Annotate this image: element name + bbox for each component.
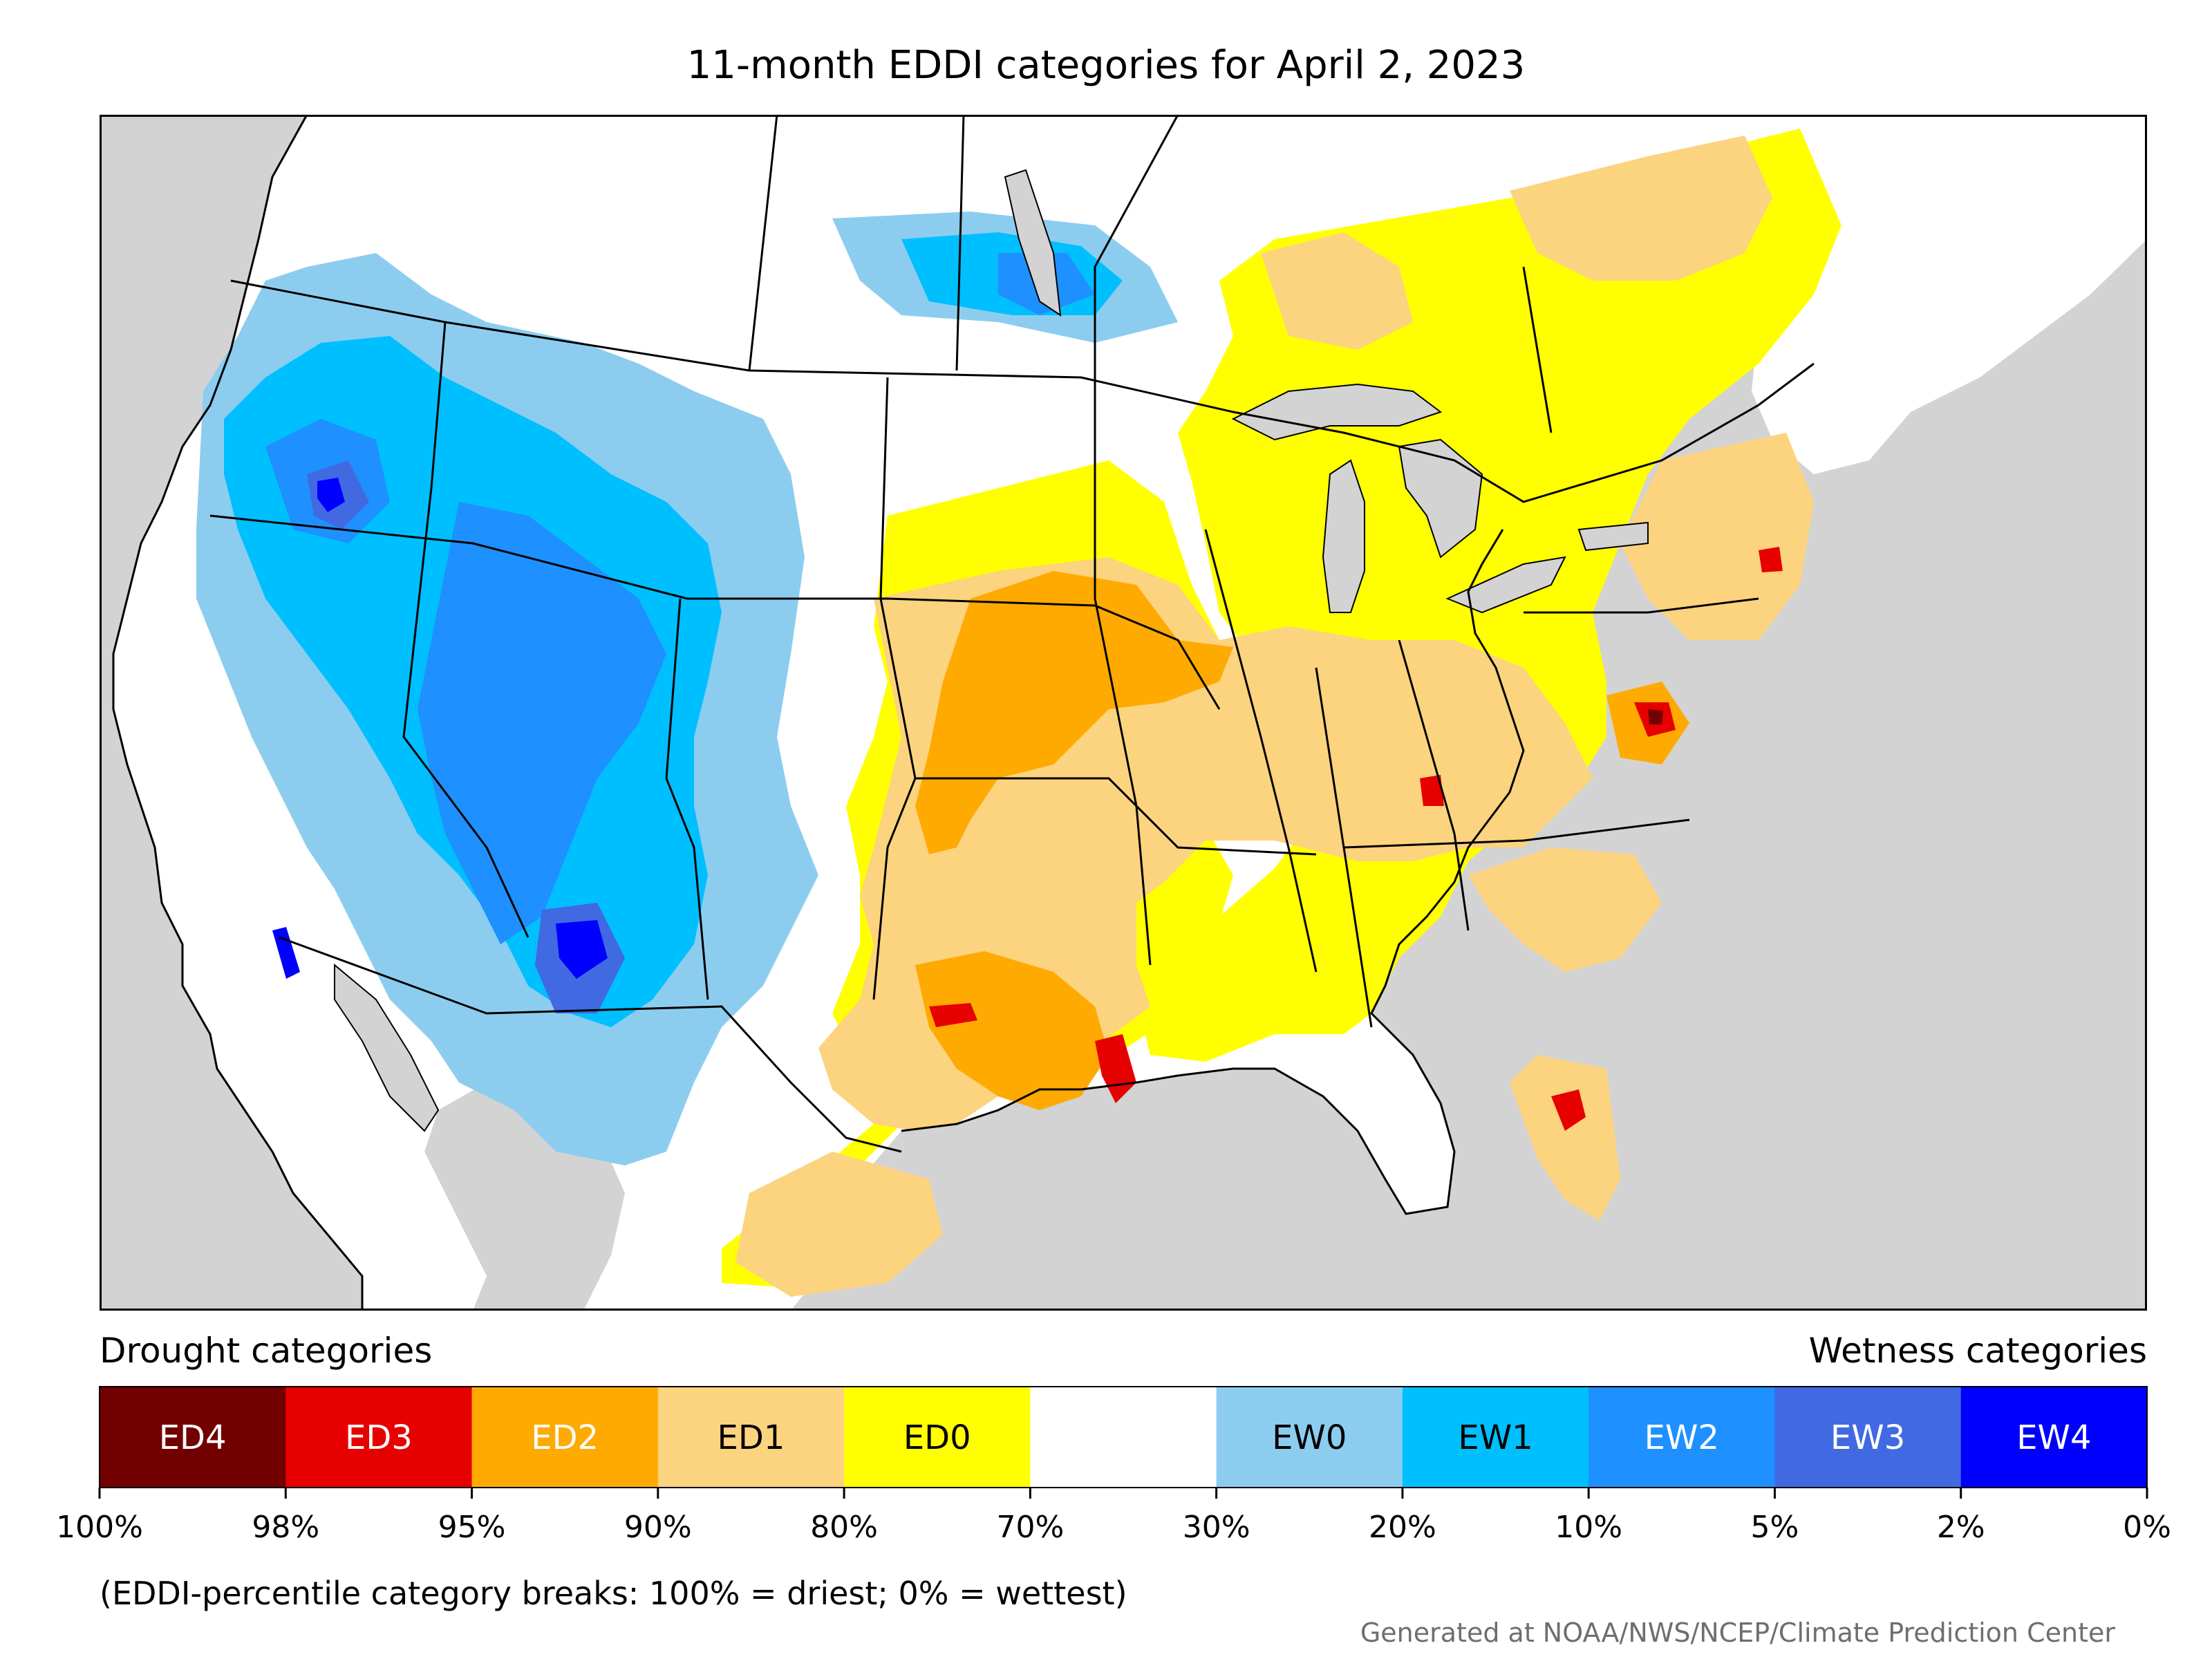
legend-label-ew2: EW2 xyxy=(1644,1418,1719,1457)
state-line-1 xyxy=(430,321,447,489)
region-ed1-quebec xyxy=(1510,135,1772,281)
lake-michigan xyxy=(1322,459,1365,613)
state-line-2 xyxy=(209,514,888,600)
legend-break-label: 98% xyxy=(252,1510,319,1545)
region-ew4-baja xyxy=(272,927,300,979)
legend-label-ew1: EW1 xyxy=(1458,1418,1533,1457)
legend-swatch-ew4 xyxy=(1960,1387,2148,1488)
wetness-categories-heading: Wetness categories xyxy=(1808,1331,2147,1371)
legend-label-ed4: ED4 xyxy=(159,1418,227,1457)
drought-categories-heading: Drought categories xyxy=(100,1331,433,1371)
legend-swatch-ed4 xyxy=(100,1387,286,1488)
legend-break-label: 70% xyxy=(996,1510,1064,1545)
legend-break-label: 10% xyxy=(1555,1510,1622,1545)
legend-label-ew3: EW3 xyxy=(1830,1418,1905,1457)
region-ew4-oregon xyxy=(317,478,345,512)
category-shading xyxy=(196,129,1841,1297)
province-line-4 xyxy=(1522,266,1553,433)
region-ew4-arizona xyxy=(556,920,608,979)
percentile-note: (EDDI-percentile category breaks: 100% =… xyxy=(100,1575,1127,1612)
legend-break-label: 20% xyxy=(1369,1510,1436,1545)
legend-swatch-ed3 xyxy=(285,1387,473,1488)
state-line-3 xyxy=(402,487,529,938)
region-ed2-texas xyxy=(915,951,1109,1110)
great-lakes xyxy=(1004,169,1649,614)
lake-winnipeg xyxy=(1004,169,1062,317)
legend-label-ed3: ED3 xyxy=(345,1418,413,1457)
province-line-2 xyxy=(955,115,965,371)
legend-break-label: 0% xyxy=(2123,1510,2171,1545)
legend-swatch-ew0 xyxy=(1216,1387,1403,1488)
legend-swatch-neutral xyxy=(1030,1387,1217,1488)
region-ed3-texas-west xyxy=(929,1003,977,1027)
legend-label-ed0: ED0 xyxy=(903,1418,971,1457)
legend-boxes: ED4 ED3 ED2 ED1 ED0 EW0 EW1 EW2 EW3 EW4 xyxy=(99,1386,2148,1488)
state-line-9 xyxy=(1204,529,1318,973)
province-line-1 xyxy=(748,115,778,371)
land-canada-east xyxy=(1752,115,2147,474)
legend-break-label: 80% xyxy=(810,1510,878,1545)
region-ed1-southeast xyxy=(1468,847,1662,972)
legend-swatch-ed2 xyxy=(471,1387,659,1488)
province-line-3 xyxy=(1094,115,1179,377)
region-ed2-plains xyxy=(915,571,1233,854)
legend-break-label: 30% xyxy=(1183,1510,1250,1545)
eddi-map xyxy=(100,115,2147,1311)
region-ed3-mass xyxy=(1759,547,1783,572)
legend-swatch-ed1 xyxy=(657,1387,845,1488)
legend-swatch-ed0 xyxy=(844,1387,1031,1488)
legend-label-ew4: EW4 xyxy=(2016,1418,2091,1457)
coastline-gulf xyxy=(901,529,1525,1215)
region-ed3-kentucky xyxy=(1420,775,1444,806)
region-ew2-west xyxy=(418,502,666,944)
legend-ticks: 100% 98% 95% 90% 80% 70% 30% 20% 10% 5% 2% 0% xyxy=(56,1488,2171,1545)
legend-swatch-ew1 xyxy=(1402,1387,1589,1488)
legend-break-label: 90% xyxy=(624,1510,692,1545)
state-line-4 xyxy=(665,598,709,1000)
map-title: 11-month EDDI categories for April 2, 20… xyxy=(686,43,1526,88)
legend-label-ed2: ED2 xyxy=(531,1418,599,1457)
legend-break-label: 95% xyxy=(438,1510,506,1545)
coastline xyxy=(112,115,364,1311)
legend-swatch-ew2 xyxy=(1588,1387,1775,1488)
political-borders xyxy=(209,115,1815,1153)
us-canada-border xyxy=(230,279,1815,503)
region-ed1-northeast xyxy=(1620,433,1814,640)
state-line-13 xyxy=(1343,818,1690,849)
lake-erie xyxy=(1445,556,1566,614)
lake-ontario xyxy=(1577,521,1649,552)
region-ed3-texas xyxy=(1095,1034,1136,1103)
state-line-12 xyxy=(1524,597,1759,614)
legend-break-label: 2% xyxy=(1937,1510,1985,1545)
region-ed3-florida xyxy=(1551,1089,1586,1131)
region-ed1-mexico xyxy=(735,1152,943,1297)
credit-line: Generated at NOAA/NWS/NCEP/Climate Predi… xyxy=(1360,1618,2115,1648)
legend-break-label: 5% xyxy=(1751,1510,1799,1545)
state-line-8 xyxy=(1094,377,1152,966)
lake-huron xyxy=(1398,438,1483,559)
region-ed4-virginia xyxy=(1648,709,1663,724)
map-frame xyxy=(100,115,2147,1311)
legend-break-label: 100% xyxy=(56,1510,143,1545)
region-ed1-ontario xyxy=(1261,232,1413,350)
legend-label-ew0: EW0 xyxy=(1272,1418,1347,1457)
legend-frame xyxy=(99,1386,2148,1488)
legend-label-ed1: ED1 xyxy=(718,1418,785,1457)
state-line-6 xyxy=(887,597,1221,710)
lake-superior xyxy=(1231,383,1443,441)
legend-swatch-ew3 xyxy=(1774,1387,1962,1488)
state-line-11 xyxy=(1398,639,1470,931)
region-ed1-florida xyxy=(1510,1055,1620,1221)
gulf-of-california xyxy=(334,963,440,1132)
state-line-7 xyxy=(915,777,1317,856)
us-mexico-border xyxy=(279,936,902,1153)
